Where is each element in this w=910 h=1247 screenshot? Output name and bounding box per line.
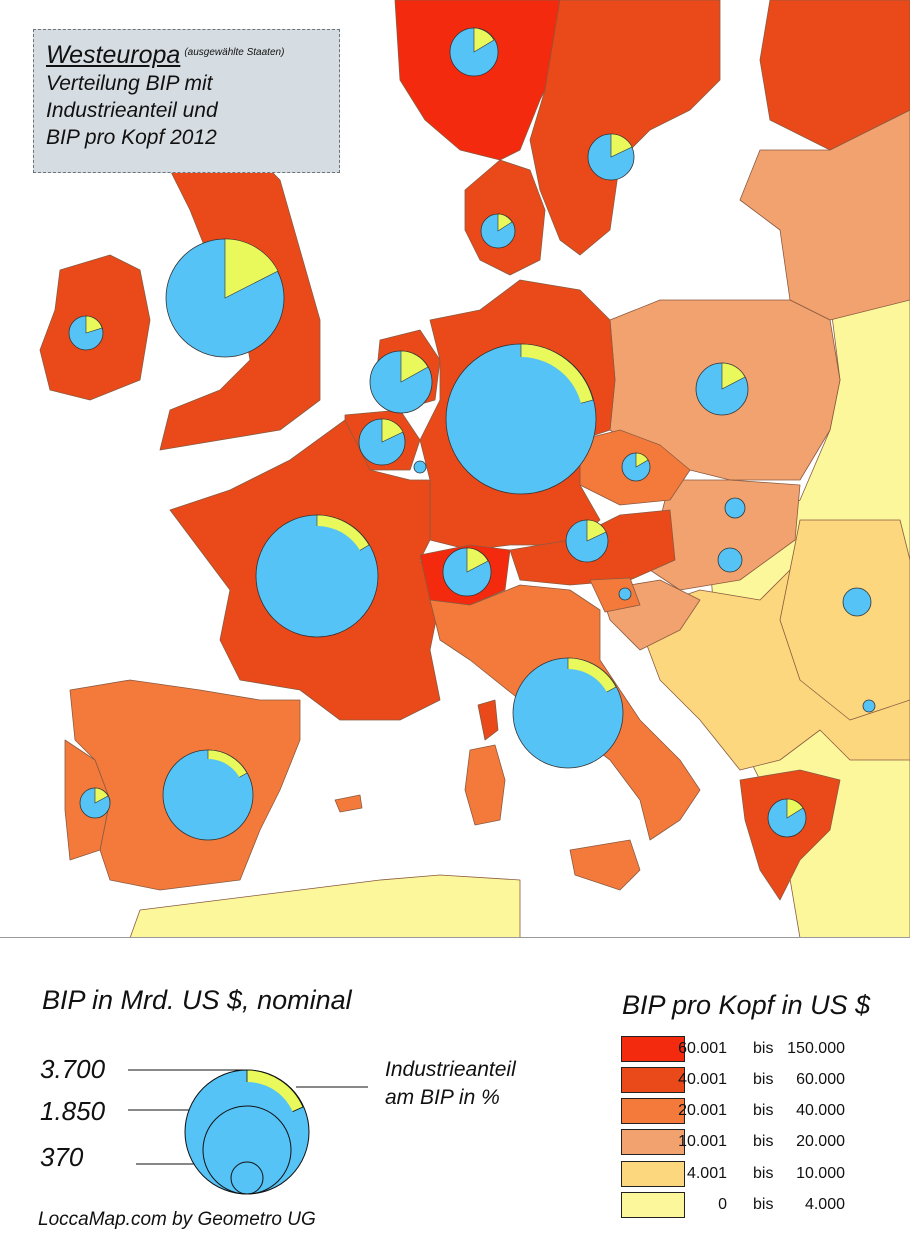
gdp-circles bbox=[68, 27, 876, 841]
island-balearics bbox=[334, 794, 363, 813]
legend-circles-title: BIP in Mrd. US $, nominal bbox=[42, 985, 352, 1015]
map-legend-divider bbox=[0, 937, 910, 938]
region-finland bbox=[759, 0, 910, 151]
class-row: 0 bis 4.000 bbox=[621, 1192, 881, 1218]
class-to: 40.000 bbox=[796, 1102, 845, 1119]
credit: LoccaMap.com by Geometro UG bbox=[38, 1209, 316, 1230]
legend-value-small: 370 bbox=[40, 1142, 84, 1172]
island-sardinia bbox=[464, 744, 506, 826]
gdp-circle-united-kingdom bbox=[165, 238, 285, 358]
gdp-circle-poland bbox=[695, 362, 749, 416]
gdp-circle-sweden bbox=[587, 133, 635, 181]
gdp-circle-spain bbox=[162, 749, 254, 841]
gdp-circle-romania bbox=[842, 587, 872, 617]
class-row: 40.001 bis 60.000 bbox=[621, 1067, 881, 1093]
gdp-circle-france bbox=[255, 514, 379, 638]
gdp-circle-luxembourg bbox=[413, 460, 427, 474]
class-swatch bbox=[621, 1129, 685, 1155]
gdp-circle-germany bbox=[445, 343, 597, 495]
gdp-circle-ireland bbox=[68, 315, 104, 351]
class-swatch bbox=[621, 1192, 685, 1218]
gdp-circle-italy bbox=[512, 657, 624, 769]
title-box: Westeuropa (ausgewählte Staaten) Verteilu… bbox=[33, 29, 340, 173]
class-row: 20.001 bis 40.000 bbox=[621, 1098, 881, 1124]
gdp-circle-belgium bbox=[358, 418, 406, 466]
legend-value-medium: 1.850 bbox=[40, 1096, 106, 1126]
legend-value-large: 3.700 bbox=[40, 1054, 106, 1084]
gdp-circle-greece bbox=[767, 798, 807, 838]
legend-circles bbox=[128, 1069, 368, 1195]
gdp-circle-netherlands bbox=[369, 350, 433, 414]
legend-classes-title: BIP pro Kopf in US $ bbox=[622, 990, 871, 1020]
class-from: 40.001 bbox=[678, 1071, 727, 1088]
gdp-circle-bulgaria bbox=[862, 699, 876, 713]
class-from: 0 bbox=[718, 1196, 727, 1213]
class-to: 150.000 bbox=[787, 1040, 845, 1057]
class-from: 60.001 bbox=[678, 1040, 727, 1057]
region-north-africa bbox=[129, 874, 521, 938]
class-connector: bis bbox=[753, 1102, 774, 1119]
country-slovenia bbox=[589, 577, 641, 613]
class-swatch bbox=[621, 1036, 685, 1062]
gdp-circle-austria bbox=[565, 519, 609, 563]
gdp-circle-hungary bbox=[717, 547, 743, 573]
island-corsica bbox=[477, 699, 499, 741]
class-connector: bis bbox=[753, 1071, 774, 1088]
title-qualifier: (ausgewählte Staaten) bbox=[184, 47, 285, 58]
gdp-circle-czech bbox=[621, 452, 651, 482]
gdp-circle-switzerland bbox=[442, 547, 492, 597]
class-swatch bbox=[621, 1098, 685, 1124]
gdp-circle-portugal bbox=[79, 787, 111, 819]
title-line-2: Industrieanteil und bbox=[46, 99, 218, 122]
region-bulgaria-romania bbox=[779, 519, 910, 721]
class-row: 10.001 bis 20.000 bbox=[621, 1129, 881, 1155]
class-to: 10.000 bbox=[796, 1165, 845, 1182]
class-row: 4.001 bis 10.000 bbox=[621, 1161, 881, 1187]
class-swatch bbox=[621, 1067, 685, 1093]
industry-label-line2: am BIP in % bbox=[385, 1086, 500, 1109]
class-to: 20.000 bbox=[796, 1133, 845, 1150]
class-connector: bis bbox=[753, 1196, 774, 1213]
map[interactable] bbox=[0, 0, 910, 938]
title-main-text: Westeuropa bbox=[46, 41, 181, 69]
title-line-3: BIP pro Kopf 2012 bbox=[46, 126, 217, 149]
gdp-circle-norway bbox=[449, 27, 499, 77]
class-to: 4.000 bbox=[804, 1196, 845, 1213]
title-line-1: Verteilung BIP mit bbox=[46, 72, 213, 95]
class-row: 60.001 bis 150.000 bbox=[621, 1036, 881, 1062]
class-to: 60.000 bbox=[796, 1071, 845, 1088]
gdp-circle-slovakia bbox=[724, 497, 746, 519]
industry-label-line1: Industrieanteil bbox=[385, 1058, 516, 1081]
class-connector: bis bbox=[753, 1133, 774, 1150]
class-from: 4.001 bbox=[686, 1165, 727, 1182]
class-swatch bbox=[621, 1161, 685, 1187]
country-sweden bbox=[529, 0, 721, 256]
island-sicily bbox=[569, 839, 641, 891]
gdp-circle-denmark bbox=[480, 213, 516, 249]
class-connector: bis bbox=[753, 1040, 774, 1057]
class-from: 20.001 bbox=[678, 1102, 727, 1119]
class-connector: bis bbox=[753, 1165, 774, 1182]
gdp-circle-slovenia bbox=[618, 587, 632, 601]
title-main: Westeuropa (ausgewählte Staaten) bbox=[46, 38, 327, 70]
class-from: 10.001 bbox=[678, 1133, 727, 1150]
